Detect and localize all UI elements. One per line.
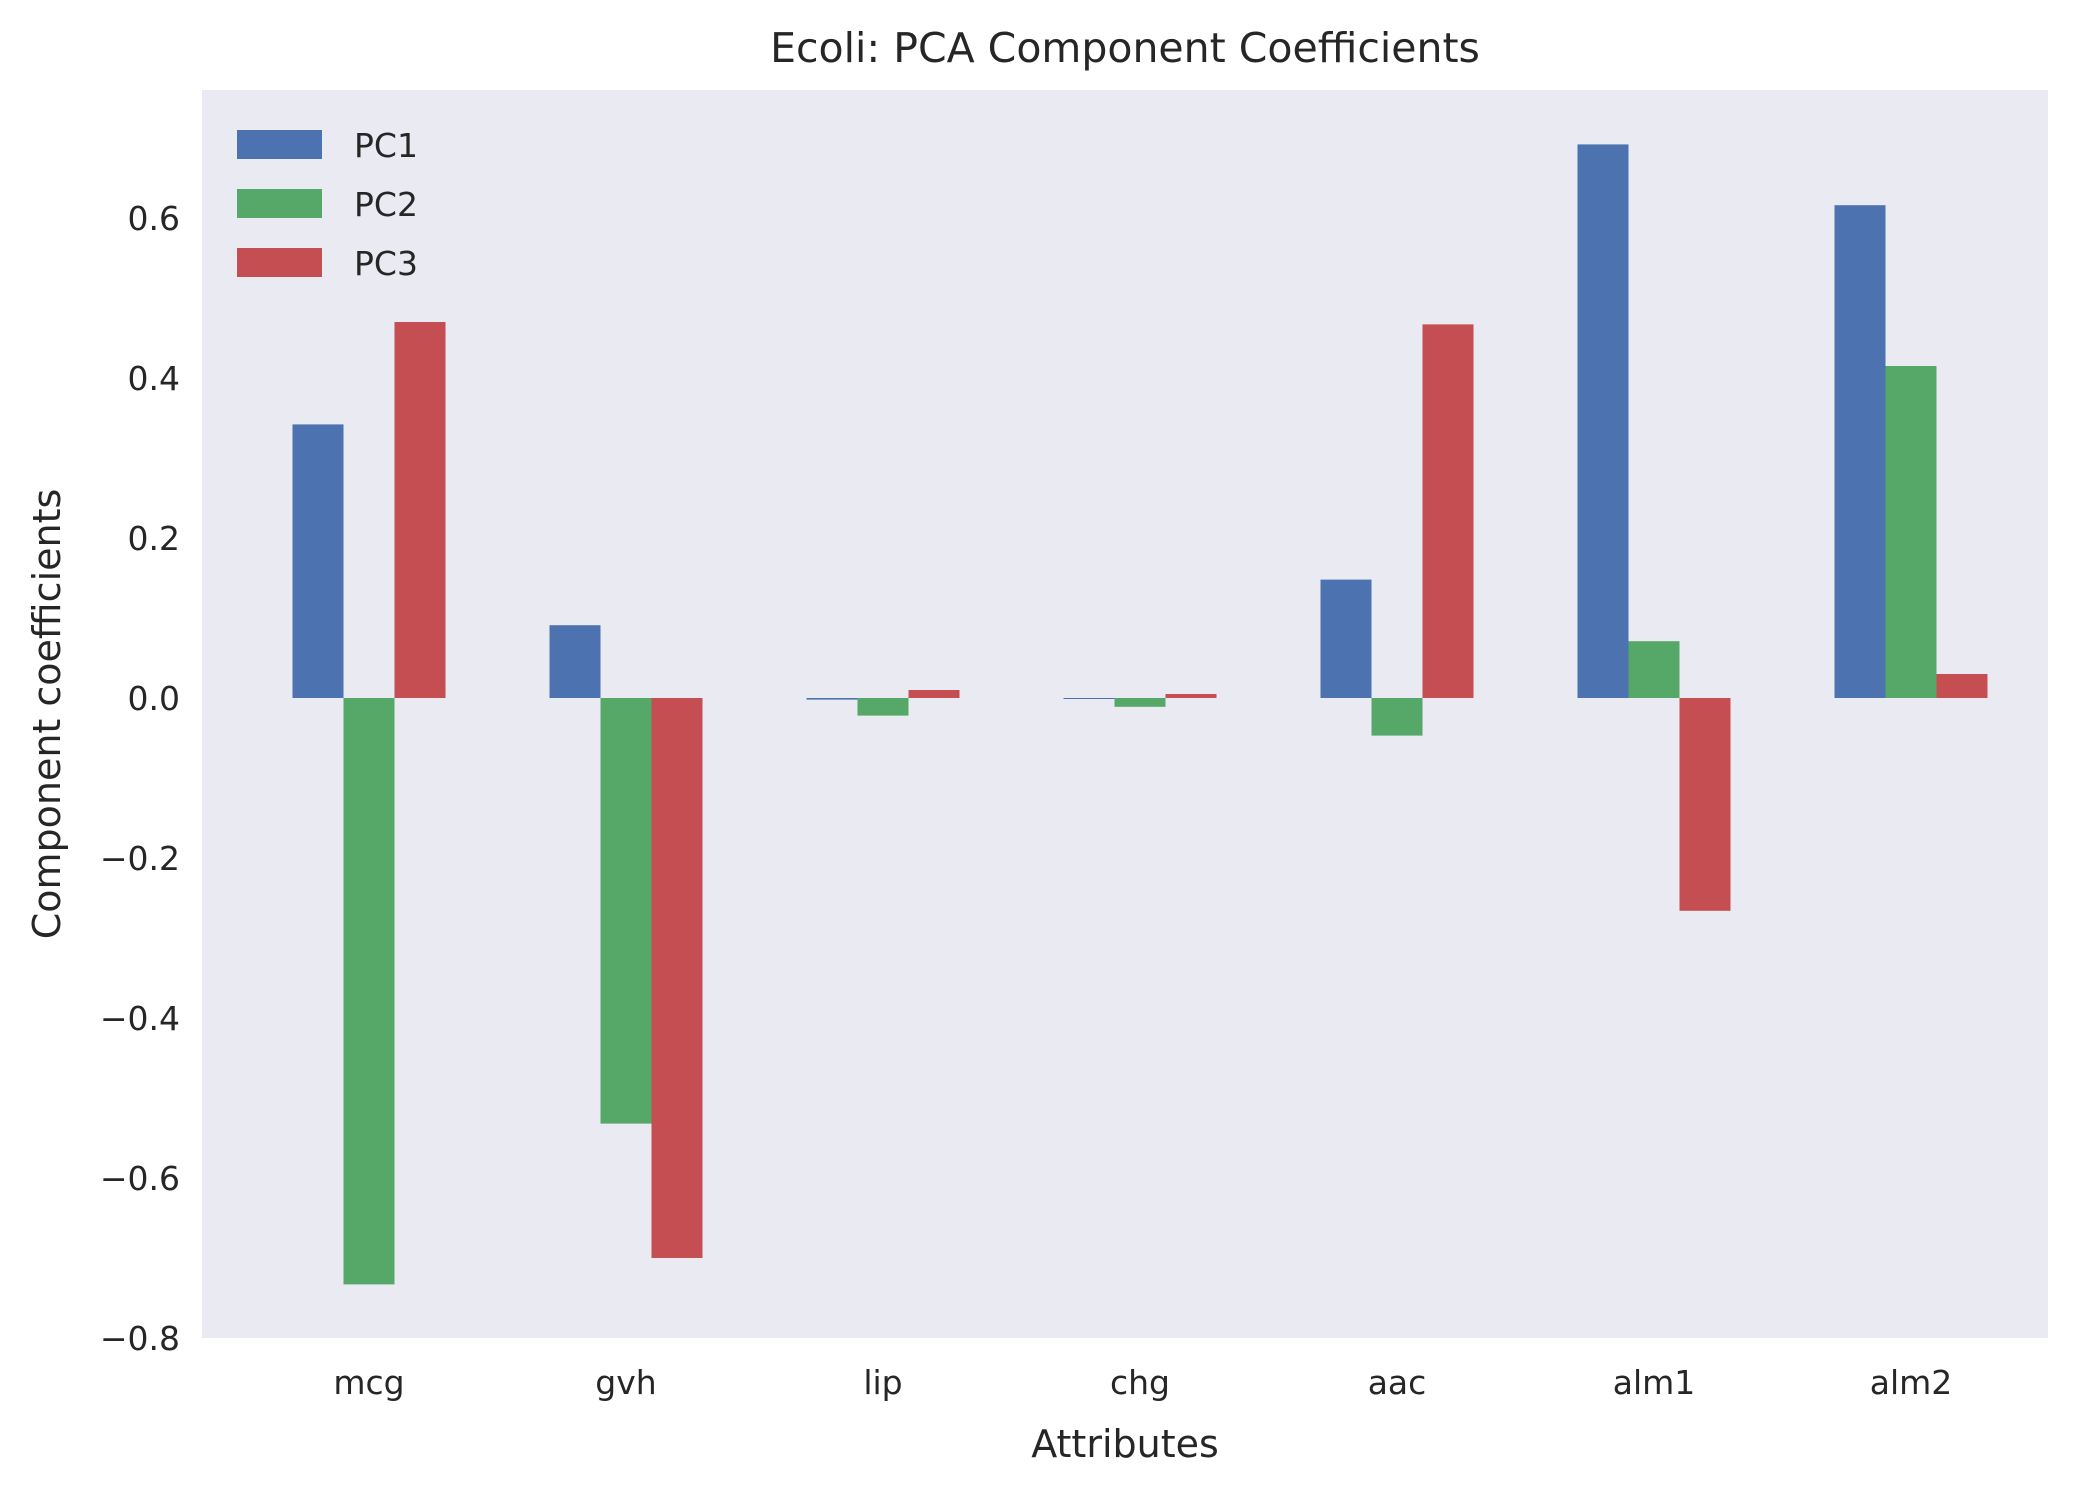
y-tick-label: −0.2 <box>100 839 180 878</box>
bar-pc1-mcg <box>292 424 344 698</box>
bar-pc3-alm1 <box>1679 698 1731 911</box>
bar-pc2-alm1 <box>1628 641 1680 698</box>
bar-pc3-chg <box>1165 694 1217 698</box>
legend-label-pc2: PC2 <box>354 185 418 224</box>
bar-pc3-aac <box>1422 324 1474 698</box>
bar-pc1-alm1 <box>1577 144 1629 698</box>
chart-title: Ecoli: PCA Component Coefficients <box>770 24 1480 72</box>
y-tick-label: 0.4 <box>128 359 180 398</box>
y-axis-ticks: −0.8 −0.6 −0.4 −0.2 0.0 0.2 0.4 0.6 <box>100 199 180 1358</box>
bar-pc2-alm2 <box>1885 366 1937 698</box>
x-tick-label-gvh: gvh <box>595 1363 656 1402</box>
y-tick-label: −0.8 <box>100 1319 180 1358</box>
bar-pc1-alm2 <box>1834 205 1886 698</box>
bar-pc2-lip <box>857 698 909 716</box>
x-axis-ticks: mcg gvh lip chg aac alm1 alm2 <box>333 1363 1952 1402</box>
x-axis-label: Attributes <box>1031 1422 1219 1466</box>
bar-pc2-chg <box>1114 698 1166 707</box>
y-axis-label: Component coefficients <box>25 489 69 940</box>
y-tick-label: −0.4 <box>100 999 180 1038</box>
y-tick-label: −0.6 <box>100 1159 180 1198</box>
bar-pc2-gvh <box>600 698 652 1124</box>
y-tick-label: 0.2 <box>128 519 180 558</box>
bar-pc1-chg <box>1063 698 1115 699</box>
x-tick-label-alm2: alm2 <box>1870 1363 1953 1402</box>
bar-pc1-aac <box>1320 579 1372 698</box>
legend-label-pc3: PC3 <box>354 244 418 283</box>
x-tick-label-aac: aac <box>1368 1363 1427 1402</box>
bar-pc1-gvh <box>549 625 601 698</box>
bar-pc3-gvh <box>651 698 703 1258</box>
legend-swatch-pc1 <box>237 130 322 159</box>
bar-pc3-alm2 <box>1936 674 1988 698</box>
x-tick-label-mcg: mcg <box>333 1363 404 1402</box>
legend-swatch-pc2 <box>237 189 322 218</box>
legend-swatch-pc3 <box>237 248 322 277</box>
bar-pc3-lip <box>908 690 960 698</box>
y-tick-label: 0.0 <box>128 679 180 718</box>
x-tick-label-chg: chg <box>1110 1363 1170 1402</box>
legend-label-pc1: PC1 <box>354 126 418 165</box>
x-tick-label-alm1: alm1 <box>1613 1363 1696 1402</box>
bar-pc1-lip <box>806 698 858 700</box>
plot-area <box>202 90 2048 1338</box>
legend: PC1 PC2 PC3 <box>237 126 418 283</box>
bar-pc2-aac <box>1371 698 1423 736</box>
bars-layer <box>292 144 1988 1285</box>
y-tick-label: 0.6 <box>128 199 180 238</box>
x-tick-label-lip: lip <box>863 1363 902 1402</box>
bar-pc3-mcg <box>394 322 446 698</box>
bar-pc2-mcg <box>343 698 395 1285</box>
